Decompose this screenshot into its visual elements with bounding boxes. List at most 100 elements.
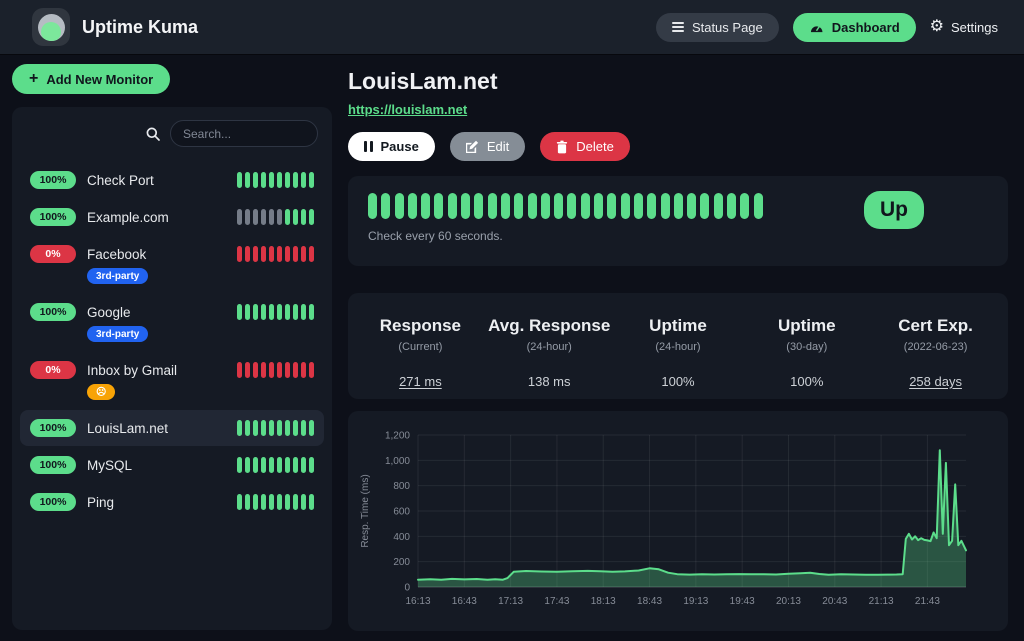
y-tick-label: 600 xyxy=(393,507,410,518)
plus-icon: + xyxy=(29,70,39,87)
heartbeat-bar xyxy=(368,193,988,219)
heartbeat-tick xyxy=(237,362,242,378)
heartbeat-tick xyxy=(277,209,282,225)
monitor-list-item[interactable]: 100% Check Port xyxy=(20,162,324,198)
monitor-list-item[interactable]: 100% Example.com xyxy=(20,199,324,235)
edit-button[interactable]: Edit xyxy=(449,132,526,161)
monitor-tags: 3rd-party xyxy=(87,268,314,284)
y-axis-label: Resp. Time (ms) xyxy=(360,474,371,547)
monitor-list-item[interactable]: 100% MySQL xyxy=(20,447,324,483)
heartbeat-tick xyxy=(237,172,242,188)
heartbeat-tick xyxy=(309,362,314,378)
monitor-list-panel: 100% Check Port 100% Example.com 0% Facebook 3… xyxy=(12,107,332,630)
heartbeat-tick xyxy=(309,420,314,436)
heartbeat-tick xyxy=(277,420,282,436)
add-new-monitor-button[interactable]: + Add New Monitor xyxy=(12,64,171,94)
heartbeat-tick xyxy=(277,362,282,378)
heartbeat-tick xyxy=(285,172,290,188)
heartbeat-tick xyxy=(309,246,314,262)
stats-card: Response (Current) 271 ms Avg. Response (24-… xyxy=(348,293,1008,399)
pause-icon xyxy=(364,141,373,152)
x-tick-label: 16:13 xyxy=(405,596,430,607)
stat-uptime: Uptime (24-hour) 100% xyxy=(614,316,743,389)
heartbeat-tick xyxy=(293,246,298,262)
monitor-list-item[interactable]: 0% Inbox by Gmail ☹ xyxy=(20,352,324,409)
heartbeat-tick xyxy=(309,304,314,320)
search-input[interactable] xyxy=(170,120,318,147)
x-tick-label: 18:43 xyxy=(637,596,662,607)
heartbeat-tick xyxy=(461,193,471,219)
heartbeat-tick xyxy=(607,193,617,219)
heartbeat-tick xyxy=(660,193,670,219)
stat-value[interactable]: 258 days xyxy=(909,374,962,389)
status-page-button[interactable]: Status Page xyxy=(655,12,779,42)
heartbeat-tick xyxy=(285,362,290,378)
trash-icon xyxy=(557,140,568,153)
heartbeat-mini-bars xyxy=(237,362,314,378)
monitor-name: Facebook xyxy=(87,246,147,262)
monitor-list-item[interactable]: 100% Ping xyxy=(20,484,324,520)
heartbeat-tick xyxy=(301,362,306,378)
heartbeat-tick xyxy=(245,362,250,378)
page-title: LouisLam.net xyxy=(348,68,498,94)
heartbeat-tick xyxy=(580,193,590,219)
status-badge: Up xyxy=(864,191,924,229)
response-time-chart[interactable]: 0 200 400 600 800 1,000 1,200 16:13 16:43 17:13 17… xyxy=(356,423,982,627)
heartbeat-tick xyxy=(727,193,737,219)
heartbeat-tick xyxy=(514,193,524,219)
stat-subtitle: (Current) xyxy=(398,341,443,353)
search-icon[interactable] xyxy=(145,126,161,142)
heartbeat-mini-bars xyxy=(237,246,314,262)
heartbeat-tick xyxy=(293,420,298,436)
heartbeat-tick xyxy=(301,457,306,473)
y-tick-label: 1,000 xyxy=(385,456,410,467)
edit-icon xyxy=(465,140,478,153)
heartbeat-tick xyxy=(269,494,274,510)
stat-title: Cert Exp. xyxy=(898,316,973,335)
brand[interactable]: Uptime Kuma xyxy=(32,8,198,46)
heartbeat-tick xyxy=(285,304,290,320)
heartbeat-tick xyxy=(253,246,258,262)
monitor-list-item[interactable]: 0% Facebook 3rd-party xyxy=(20,236,324,293)
monitor-list-item[interactable]: 100% LouisLam.net xyxy=(20,410,324,446)
monitor-tags: 3rd-party xyxy=(87,326,314,342)
heartbeat-tick xyxy=(381,193,391,219)
heartbeat-tick xyxy=(245,420,250,436)
stat-title: Response xyxy=(379,316,462,335)
x-tick-label: 21:13 xyxy=(869,596,894,607)
heartbeat-tick xyxy=(309,172,314,188)
monitor-name: Example.com xyxy=(87,209,169,225)
heartbeat-tick xyxy=(237,494,242,510)
stat-value[interactable]: 271 ms xyxy=(399,374,442,389)
heartbeat-tick xyxy=(261,494,266,510)
pause-button[interactable]: Pause xyxy=(348,132,435,161)
heartbeat-tick xyxy=(285,457,290,473)
heartbeat-tick xyxy=(253,172,258,188)
monitor-list-item[interactable]: 100% Google 3rd-party xyxy=(20,294,324,351)
heartbeat-tick xyxy=(253,209,258,225)
heartbeat-tick xyxy=(554,193,564,219)
heartbeat-mini-bars xyxy=(237,420,314,436)
uptime-badge: 100% xyxy=(30,419,76,437)
check-interval-text: Check every 60 seconds. xyxy=(368,229,503,243)
x-tick-label: 20:43 xyxy=(822,596,847,607)
gauge-icon xyxy=(810,25,823,32)
heartbeat-tick xyxy=(753,193,763,219)
heartbeat-tick xyxy=(301,246,306,262)
x-tick-label: 19:13 xyxy=(683,596,708,607)
heartbeat-tick xyxy=(277,246,282,262)
uptime-badge: 0% xyxy=(30,245,76,263)
stat-value: 100% xyxy=(790,374,824,389)
heartbeat-tick xyxy=(421,193,431,219)
settings-label: Settings xyxy=(951,19,998,35)
x-tick-label: 19:43 xyxy=(730,596,755,607)
monitor-url-link[interactable]: https://louislam.net xyxy=(348,102,468,117)
stat-avg-response: Avg. Response (24-hour) 138 ms xyxy=(485,316,614,389)
delete-button[interactable]: Delete xyxy=(540,132,630,161)
monitor-tags: ☹ xyxy=(87,384,314,400)
dashboard-button[interactable]: Dashboard xyxy=(792,12,916,42)
settings-button[interactable]: ⚙ Settings xyxy=(930,19,998,35)
add-new-monitor-label: Add New Monitor xyxy=(46,71,154,87)
brand-title: Uptime Kuma xyxy=(82,16,199,37)
